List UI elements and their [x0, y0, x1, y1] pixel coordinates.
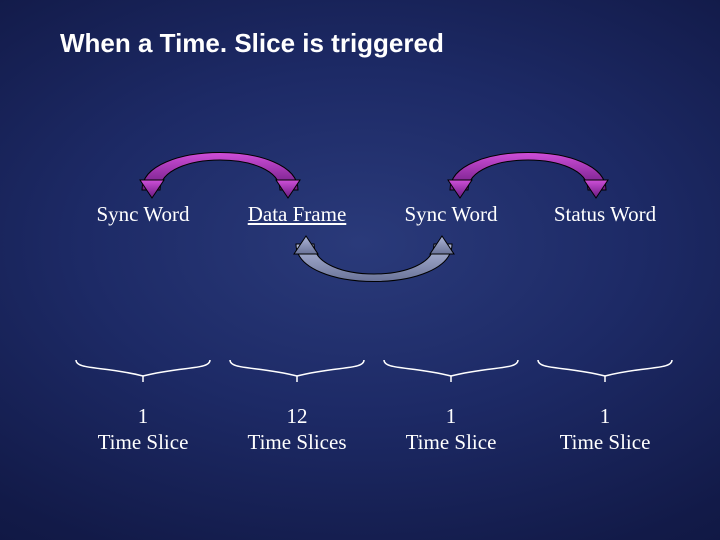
top-arrow-1: [130, 140, 310, 200]
count-unit: Time Slices: [248, 430, 347, 454]
mid-arrow-1: [284, 234, 464, 294]
arrow-body: [296, 244, 452, 282]
count-unit: Time Slice: [560, 430, 651, 454]
brace-2: [228, 358, 366, 384]
count-number: 1: [138, 404, 149, 428]
brace-4: [536, 358, 674, 384]
count-label-4: 1 Time Slice: [530, 403, 680, 456]
brace-path: [76, 360, 210, 376]
column-label-1: Sync Word: [68, 202, 218, 227]
count-label-1: 1 Time Slice: [68, 403, 218, 456]
count-number: 1: [600, 404, 611, 428]
column-label-4: Status Word: [530, 202, 680, 227]
count-unit: Time Slice: [406, 430, 497, 454]
count-label-3: 1 Time Slice: [376, 403, 526, 456]
count-number: 1: [446, 404, 457, 428]
column-label-2: Data Frame: [222, 202, 372, 227]
count-label-2: 12 Time Slices: [222, 403, 372, 456]
arrow-body: [450, 153, 606, 191]
brace-path: [230, 360, 364, 376]
top-arrow-2: [438, 140, 618, 200]
column-label-3: Sync Word: [376, 202, 526, 227]
count-unit: Time Slice: [98, 430, 189, 454]
brace-path: [538, 360, 672, 376]
brace-1: [74, 358, 212, 384]
count-number: 12: [287, 404, 308, 428]
brace-path: [384, 360, 518, 376]
brace-3: [382, 358, 520, 384]
slide-title: When a Time. Slice is triggered: [60, 28, 444, 59]
arrow-body: [142, 153, 298, 191]
